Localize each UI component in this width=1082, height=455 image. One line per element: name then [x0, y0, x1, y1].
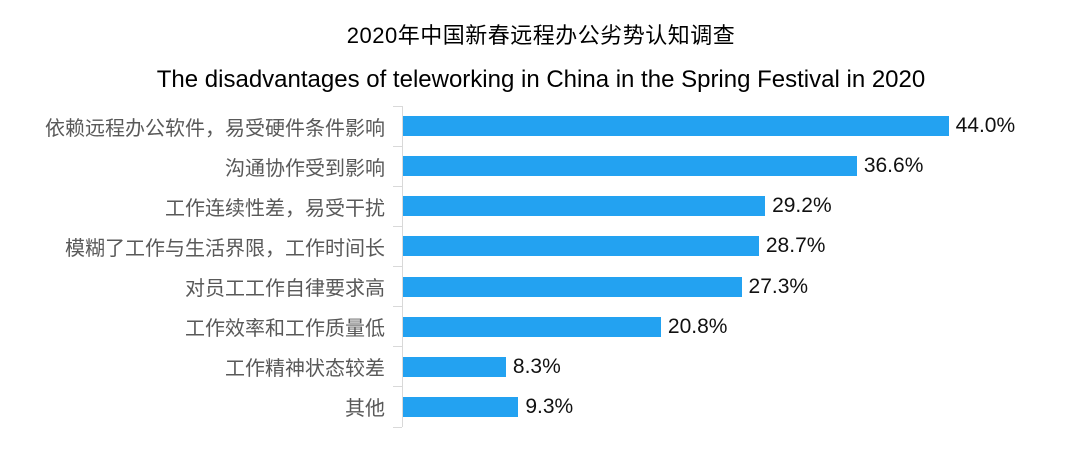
category-label: 依赖远程办公软件，易受硬件条件影响 — [45, 117, 385, 140]
bar — [403, 316, 661, 337]
value-label: 20.8% — [667, 314, 728, 338]
bar-row: 工作连续性差，易受干扰 29.2% — [0, 185, 1082, 227]
value-label: 29.2% — [772, 194, 832, 218]
bar-track: 20.8% — [393, 306, 1023, 347]
bar-track: 8.3% — [393, 346, 1023, 387]
category-label: 工作连续性差，易受干扰 — [165, 197, 385, 220]
bar-row: 其他 9.3% — [0, 386, 1082, 428]
bar-row: 工作精神状态较差 8.3% — [0, 346, 1082, 387]
chart-title-chinese: 2020年中国新春远程办公劣势认知调查 — [346, 23, 736, 48]
bar — [403, 276, 742, 297]
bar-track: 44.0% — [393, 105, 1023, 147]
bar — [403, 196, 766, 217]
category-label: 工作效率和工作质量低 — [185, 318, 385, 341]
chart-title-english: The disadvantages of teleworking in Chin… — [156, 66, 926, 93]
category-label: 对员工工作自律要求高 — [185, 278, 385, 301]
bar-row: 沟通协作受到影响 36.6% — [0, 145, 1082, 187]
bar — [403, 396, 519, 417]
bar-track: 27.3% — [393, 265, 1023, 307]
bar-track: 9.3% — [393, 386, 1023, 428]
bar-row: 模糊了工作与生活界限，工作时间长 28.7% — [0, 225, 1082, 267]
bar-row: 工作效率和工作质量低 20.8% — [0, 306, 1082, 347]
category-label: 模糊了工作与生活界限，工作时间长 — [65, 237, 385, 260]
bar-track: 29.2% — [393, 185, 1023, 227]
value-label: 27.3% — [748, 274, 809, 298]
value-label: 36.6% — [863, 154, 924, 178]
bar-row: 对员工工作自律要求高 27.3% — [0, 265, 1082, 307]
bar — [403, 236, 759, 257]
category-label: 工作精神状态较差 — [225, 358, 385, 381]
category-label: 其他 — [345, 398, 385, 421]
bar — [403, 116, 949, 137]
bar-track: 28.7% — [393, 225, 1023, 267]
value-label: 8.3% — [512, 354, 561, 378]
bar — [403, 156, 857, 177]
bar — [403, 356, 506, 377]
plot-area: 依赖远程办公软件，易受硬件条件影响 44.0% 沟通协作受到影响 36.6% 工… — [0, 105, 1082, 428]
category-label: 沟通协作受到影响 — [225, 157, 385, 180]
bar-track: 36.6% — [393, 145, 1023, 187]
value-label: 44.0% — [955, 114, 1016, 138]
bar-row: 依赖远程办公软件，易受硬件条件影响 44.0% — [0, 105, 1082, 147]
value-label: 28.7% — [765, 234, 826, 258]
value-label: 9.3% — [525, 394, 574, 418]
